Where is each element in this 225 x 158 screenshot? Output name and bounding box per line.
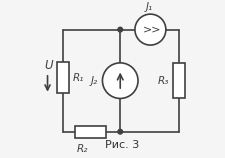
Text: R₃: R₃ — [158, 76, 169, 86]
Circle shape — [118, 129, 123, 134]
Text: R₁: R₁ — [73, 73, 84, 83]
Circle shape — [135, 14, 166, 45]
Text: U: U — [45, 59, 53, 72]
Bar — [75, 125, 106, 138]
Bar — [173, 63, 185, 98]
Text: J₁: J₁ — [146, 2, 153, 12]
Text: >>: >> — [142, 25, 161, 35]
Text: R₂: R₂ — [77, 144, 88, 154]
Circle shape — [118, 27, 123, 32]
Circle shape — [102, 63, 138, 98]
Text: J₂: J₂ — [91, 76, 98, 86]
Bar — [57, 62, 69, 93]
Text: Рис. 3: Рис. 3 — [105, 140, 139, 150]
